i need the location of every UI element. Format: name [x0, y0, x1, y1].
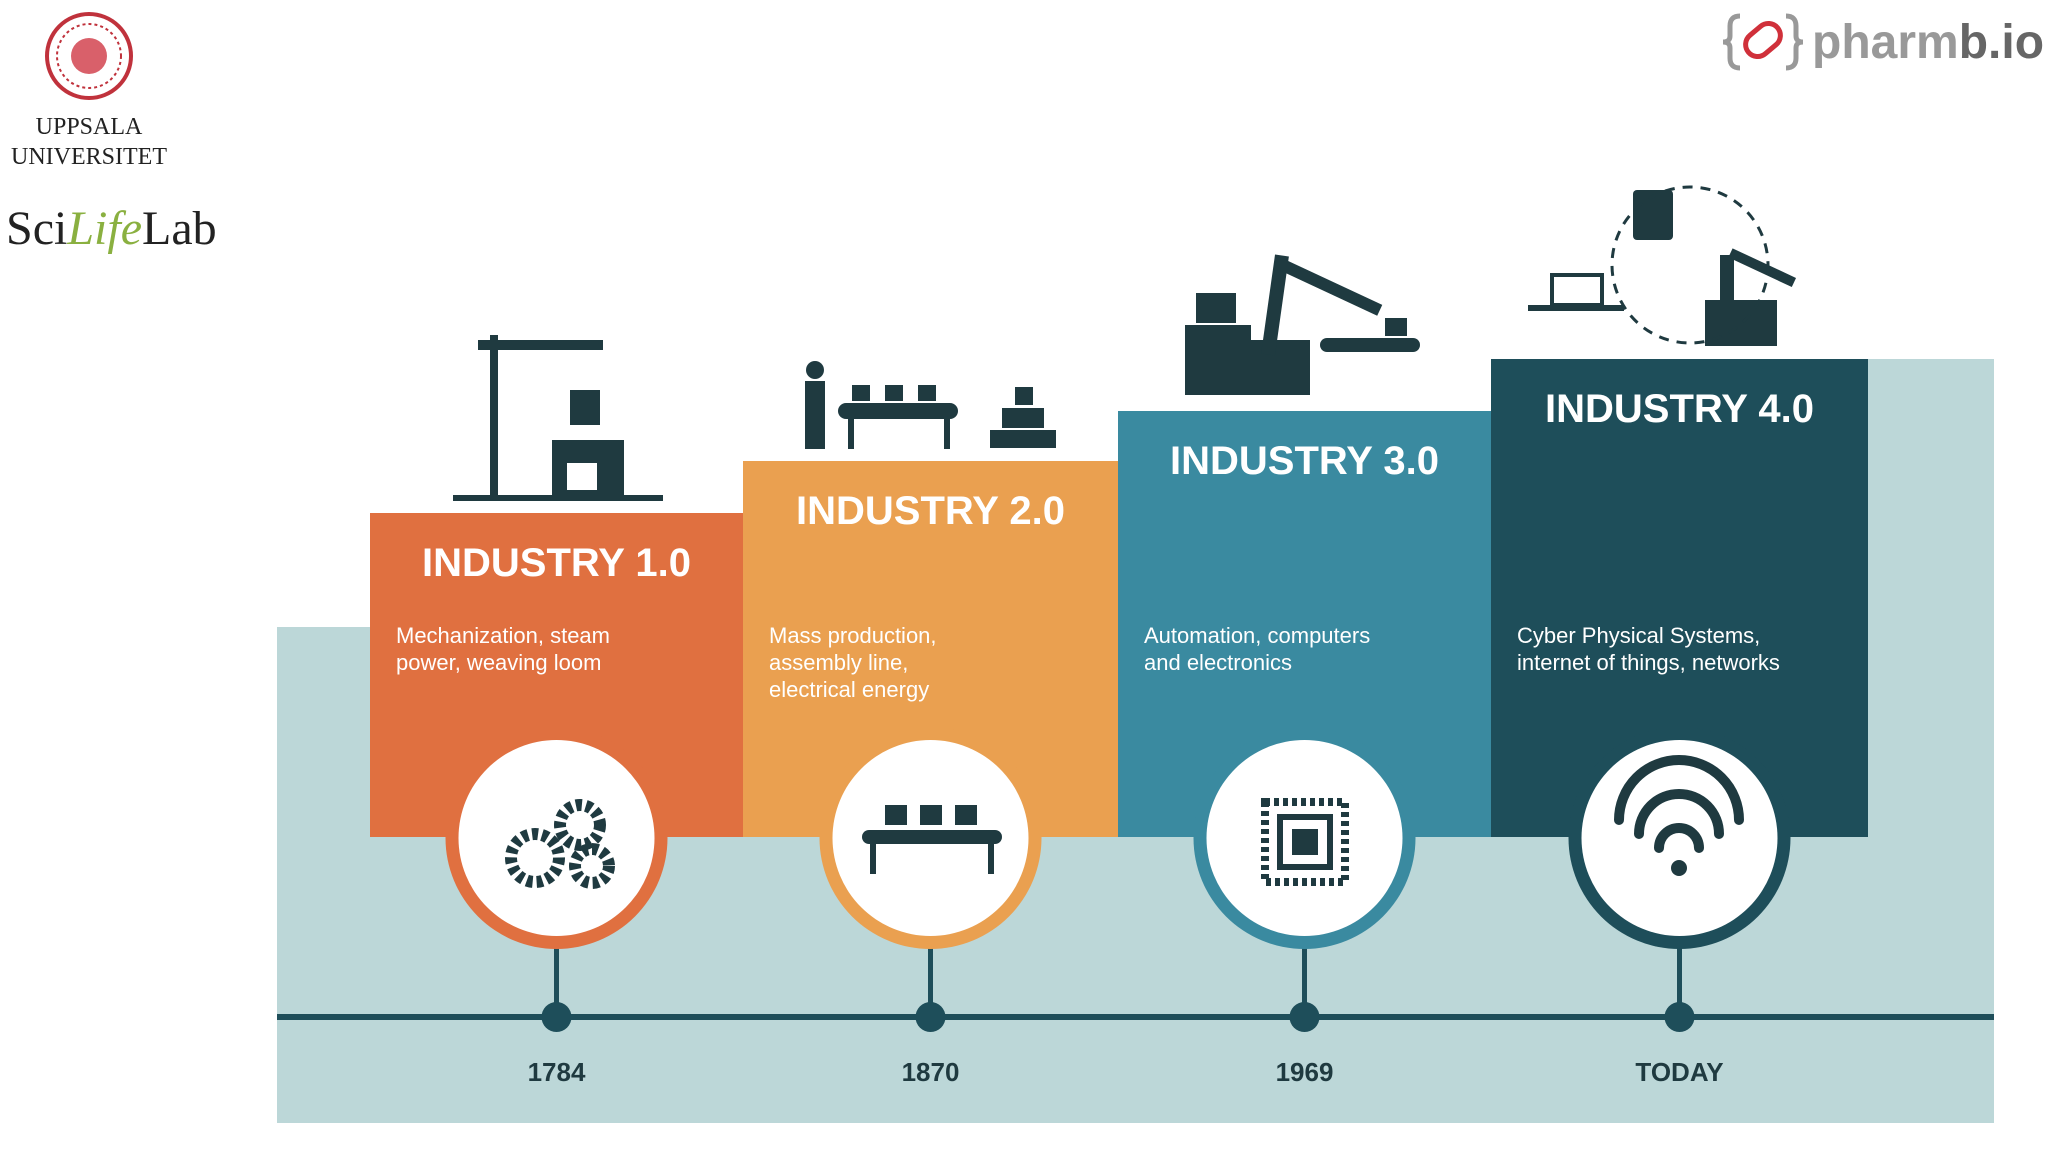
- timeline-background: [277, 359, 1994, 1123]
- automation-icon: [1185, 254, 1420, 395]
- year: TODAY: [1635, 1057, 1723, 1087]
- gear: [569, 843, 615, 889]
- conveyor: [862, 830, 1002, 844]
- assembly-icon: [805, 361, 1056, 449]
- wifi-arc: [1654, 823, 1704, 853]
- chip: [1261, 798, 1349, 886]
- timeline-dot: [541, 1002, 572, 1032]
- logo-part: b.io: [1959, 16, 2044, 69]
- stage-description: Automation, computers: [1144, 623, 1370, 648]
- pharmbio-logo: pharmb.io: [1812, 16, 2044, 69]
- year: 1784: [528, 1057, 586, 1087]
- scilifelab-logo: SciLifeLab: [6, 202, 217, 255]
- stage-title: INDUSTRY 2.0: [796, 489, 1065, 533]
- stage-description: Cyber Physical Systems,: [1517, 623, 1760, 648]
- leg: [988, 844, 994, 874]
- wifi-dot: [1671, 860, 1687, 876]
- stage-description: assembly line,: [769, 650, 908, 675]
- chip-core: [1277, 814, 1333, 870]
- stage-description: internet of things, networks: [1517, 650, 1780, 675]
- icon-background: [1581, 740, 1778, 936]
- gear: [554, 799, 606, 851]
- year: 1969: [1276, 1057, 1334, 1087]
- stage-title: INDUSTRY 1.0: [422, 541, 691, 585]
- logo-part: Life: [66, 202, 142, 255]
- uppsala-line1: UPPSALA: [36, 114, 143, 140]
- box: [955, 805, 977, 825]
- pharmbio-icon: [1722, 13, 1804, 71]
- gear: [505, 828, 565, 888]
- stage-title: INDUSTRY 4.0: [1545, 387, 1814, 431]
- stage-description: power, weaving loom: [396, 650, 601, 675]
- stage-description: Mechanization, steam: [396, 623, 610, 648]
- logo-part: Lab: [142, 202, 217, 255]
- box: [885, 805, 907, 825]
- logo-part: pharm: [1812, 16, 1959, 69]
- timeline-dot: [1289, 1002, 1320, 1032]
- stage-description: electrical energy: [769, 677, 929, 702]
- stage-description: and electronics: [1144, 650, 1292, 675]
- stage-description: Mass production,: [769, 623, 937, 648]
- wifi-arc: [1634, 789, 1724, 839]
- timeline-dot: [915, 1002, 946, 1032]
- stage-title: INDUSTRY 3.0: [1170, 439, 1439, 483]
- iot-icon: [1528, 185, 1797, 346]
- timeline-dot: [1664, 1002, 1695, 1032]
- uppsala-seal: [45, 12, 133, 100]
- uppsala-line2: UNIVERSITET: [11, 144, 167, 170]
- wifi-arc: [1614, 755, 1744, 825]
- box: [920, 805, 942, 825]
- stage: INDUSTRY 4.0 Cyber Physical Systems,inter…: [1491, 359, 1868, 1087]
- steam-engine-icon: [453, 335, 663, 501]
- chip-center: [1292, 829, 1318, 855]
- stage: INDUSTRY 2.0 Mass production,assembly lin…: [743, 461, 1118, 1087]
- year: 1870: [902, 1057, 960, 1087]
- illustrations: [453, 185, 1797, 501]
- logo-part: Sci: [6, 202, 67, 255]
- leg: [870, 844, 876, 874]
